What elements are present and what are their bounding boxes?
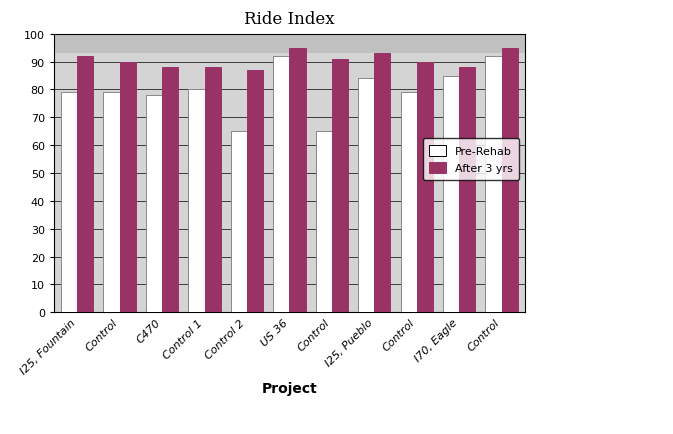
- Legend: Pre-Rehab, After 3 yrs: Pre-Rehab, After 3 yrs: [423, 139, 520, 181]
- X-axis label: Project: Project: [262, 381, 317, 395]
- Bar: [485, 57, 501, 312]
- Bar: [400, 93, 417, 312]
- Bar: [316, 132, 332, 312]
- Bar: [120, 62, 136, 312]
- Bar: [54, 35, 525, 54]
- Bar: [417, 62, 433, 312]
- Bar: [104, 93, 120, 312]
- Title: Ride Index: Ride Index: [244, 11, 334, 28]
- Bar: [374, 54, 390, 312]
- Bar: [289, 49, 306, 312]
- Bar: [162, 68, 178, 312]
- Bar: [188, 90, 205, 312]
- Bar: [273, 57, 289, 312]
- Bar: [501, 49, 518, 312]
- Bar: [146, 96, 162, 312]
- Bar: [247, 71, 263, 312]
- Bar: [459, 68, 475, 312]
- Bar: [61, 93, 77, 312]
- Bar: [205, 68, 221, 312]
- Bar: [77, 57, 94, 312]
- Bar: [332, 60, 348, 312]
- Bar: [443, 76, 459, 312]
- Bar: [358, 79, 374, 312]
- Bar: [231, 132, 247, 312]
